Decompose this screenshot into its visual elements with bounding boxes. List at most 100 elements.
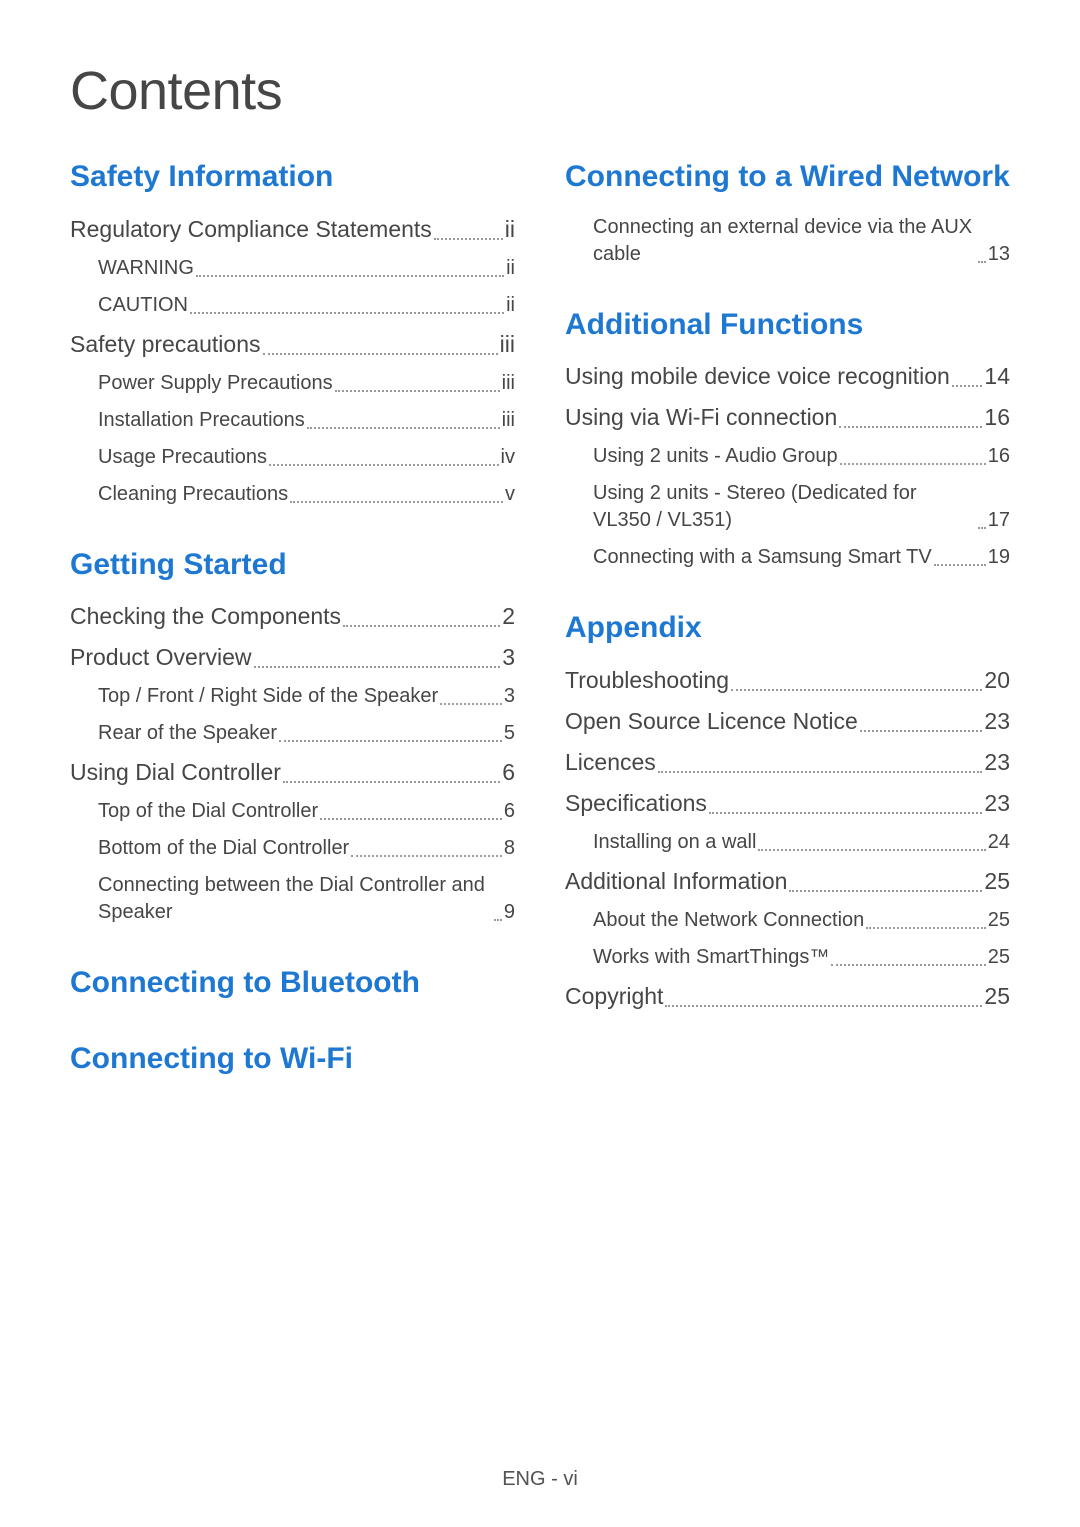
toc-section-head[interactable]: Connecting to Wi-Fi [70,1040,515,1078]
toc-entry-label: Using Dial Controller [70,757,281,788]
toc-entry[interactable]: Connecting an external device via the AU… [565,214,1010,268]
toc-entry-label: Connecting between the Dial Controller a… [98,872,492,926]
toc-leader [254,666,501,668]
toc-entry-page: 19 [988,544,1010,571]
toc-entry-page: 6 [502,757,515,788]
toc-entry-label: Cleaning Precautions [98,481,288,508]
toc-entry-page: 25 [988,907,1010,934]
toc-leader [934,564,986,566]
toc-entry[interactable]: Connecting with a Samsung Smart TV 19 [565,544,1010,571]
toc-entry[interactable]: Cleaning Precautions v [70,481,515,508]
toc-entry[interactable]: Usage Precautions iv [70,444,515,471]
toc-entry-label: Using 2 units - Stereo (Dedicated for VL… [593,480,976,534]
toc-entry-label: Connecting with a Samsung Smart TV [593,544,932,571]
toc-entry[interactable]: Top of the Dial Controller6 [70,798,515,825]
toc-entry-label: Specifications [565,788,707,819]
toc-leader [839,426,982,428]
toc-entry-page: 16 [988,443,1010,470]
toc-leader [709,812,982,814]
toc-entry-label: Additional Information [565,866,787,897]
toc-entry-label: Works with SmartThings™ [593,944,829,971]
toc-entry-page: 13 [988,241,1010,268]
toc-entry-label: Installation Precautions [98,407,305,434]
toc-entry[interactable]: Licences23 [565,747,1010,778]
toc-entry[interactable]: Product Overview3 [70,642,515,673]
toc-entry-page: ii [506,292,515,319]
toc-entry[interactable]: Checking the Components 2 [70,601,515,632]
toc-entry[interactable]: Troubleshooting20 [565,665,1010,696]
toc-section-head[interactable]: Getting Started [70,546,515,584]
toc-entry-page: iii [502,407,515,434]
toc-entry[interactable]: CAUTION ii [70,292,515,319]
toc-leader [320,818,502,820]
toc-entry[interactable]: Works with SmartThings™ 25 [565,944,1010,971]
toc-entry-label: Power Supply Precautions [98,370,333,397]
toc-entry[interactable]: Additional Information 25 [565,866,1010,897]
toc-entry[interactable]: About the Network Connection 25 [565,907,1010,934]
page-footer: ENG - vi [0,1468,1080,1491]
toc-entry[interactable]: Using Dial Controller 6 [70,757,515,788]
toc-section-head[interactable]: Safety Information [70,158,515,196]
toc-entry[interactable]: Using mobile device voice recognition14 [565,361,1010,392]
toc-entry[interactable]: Using 2 units - Audio Group16 [565,443,1010,470]
toc-entry-label: Usage Precautions [98,444,267,471]
toc-leader [758,849,985,851]
toc-entry[interactable]: Connecting between the Dial Controller a… [70,872,515,926]
toc-entry-page: 9 [504,899,515,926]
toc-entry-page: 25 [984,866,1010,897]
toc-leader [789,890,982,892]
toc-entry[interactable]: Rear of the Speaker5 [70,720,515,747]
toc-entry-label: Using via Wi-Fi connection [565,402,837,433]
toc-entry-page: ii [505,214,515,245]
toc-entry[interactable]: Regulatory Compliance Statementsii [70,214,515,245]
toc-entry[interactable]: Using 2 units - Stereo (Dedicated for VL… [565,480,1010,534]
toc-entry-label: About the Network Connection [593,907,864,934]
toc-entry[interactable]: Copyright 25 [565,981,1010,1012]
toc-entry-label: Copyright [565,981,663,1012]
toc-entry[interactable]: Safety precautionsiii [70,329,515,360]
toc-entry-label: Installing on a wall [593,829,756,856]
toc-entry-label: Open Source Licence Notice [565,706,858,737]
toc-entry-page: iii [500,329,515,360]
toc-leader [860,730,983,732]
toc-entry[interactable]: WARNINGii [70,255,515,282]
toc-entry-page: 23 [984,706,1010,737]
toc-leader [440,703,502,705]
toc-entry[interactable]: Using via Wi-Fi connection 16 [565,402,1010,433]
toc-entry-page: 16 [984,402,1010,433]
toc-section-head[interactable]: Appendix [565,609,1010,647]
toc-leader [840,463,986,465]
toc-leader [952,385,983,387]
toc-entry-page: iii [502,370,515,397]
toc-entry-page: 17 [988,507,1010,534]
toc-entry-page: 14 [984,361,1010,392]
toc-section-head[interactable]: Connecting to a Wired Network [565,158,1010,196]
toc-entry[interactable]: Power Supply Precautions iii [70,370,515,397]
page-title: Contents [70,60,1010,122]
toc-entry-page: 23 [984,788,1010,819]
toc-entry-label: Product Overview [70,642,252,673]
toc-leader [335,390,500,392]
toc-leader [307,427,500,429]
toc-entry-page: 25 [988,944,1010,971]
toc-leader [731,689,982,691]
toc-entry[interactable]: Installing on a wall24 [565,829,1010,856]
toc-leader [665,1005,982,1007]
toc-entry-label: Checking the Components [70,601,341,632]
toc-section-head[interactable]: Connecting to Bluetooth [70,964,515,1002]
toc-entry[interactable]: Open Source Licence Notice 23 [565,706,1010,737]
toc-entry-page: v [505,481,515,508]
toc-entry-page: 2 [502,601,515,632]
toc-leader [196,275,504,277]
toc-section-head[interactable]: Additional Functions [565,306,1010,344]
toc-entry[interactable]: Top / Front / Right Side of the Speaker3 [70,683,515,710]
toc-entry[interactable]: Bottom of the Dial Controller8 [70,835,515,862]
toc-leader [290,501,503,503]
toc-leader [658,771,983,773]
toc-entry-page: 25 [984,981,1010,1012]
toc-leader [494,919,502,921]
toc-entry-page: iv [501,444,515,471]
toc-entry[interactable]: Specifications 23 [565,788,1010,819]
toc-entry[interactable]: Installation Precautions iii [70,407,515,434]
toc-entry-label: CAUTION [98,292,188,319]
